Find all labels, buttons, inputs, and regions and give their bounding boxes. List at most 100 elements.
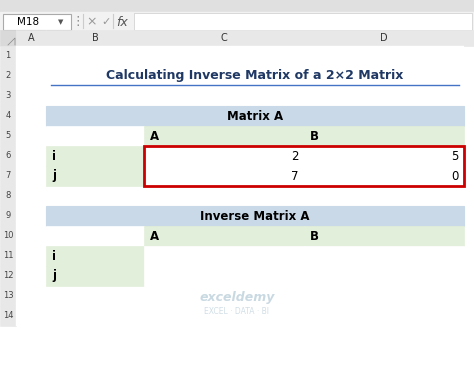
Bar [144,106,304,126]
Bar [0,246,16,266]
Bar [144,166,304,186]
Bar [304,286,464,306]
Bar [304,126,464,146]
Bar [46,226,144,246]
Bar [46,166,144,186]
Text: 4: 4 [5,111,10,120]
Text: 7: 7 [292,169,299,182]
Bar [144,86,304,106]
Bar [0,286,16,306]
Bar [304,186,464,206]
Bar [304,86,464,106]
Bar [46,246,144,266]
Text: 3: 3 [5,92,11,100]
Bar [46,206,144,226]
Bar [304,226,464,246]
Bar [46,66,144,86]
Text: ✓: ✓ [101,17,111,27]
Text: 12: 12 [3,272,13,280]
Bar [16,126,46,146]
Bar [144,266,304,286]
Text: i: i [52,150,56,162]
Text: exceldemy: exceldemy [199,292,275,304]
Bar [46,86,144,106]
Text: 11: 11 [3,251,13,261]
Bar [464,30,474,46]
Text: 9: 9 [5,211,10,220]
Bar [304,66,464,86]
Text: j: j [52,269,56,283]
Bar [134,13,472,30]
Text: 8: 8 [5,192,11,200]
Bar [0,12,474,30]
Bar [304,206,464,226]
Bar [16,286,46,306]
Bar [144,226,304,246]
Bar [0,0,474,12]
Text: 0: 0 [452,169,459,182]
Text: D: D [380,33,388,43]
Bar [0,146,16,166]
Text: M18: M18 [17,17,39,27]
Bar [144,166,304,186]
Bar [46,226,144,246]
Text: j: j [52,169,56,182]
Bar [144,266,304,286]
Text: 7: 7 [5,172,11,181]
Text: 5: 5 [5,131,10,141]
Bar [0,306,16,326]
Bar [144,46,304,66]
Bar [144,146,304,166]
Bar [144,126,304,146]
Text: 13: 13 [3,292,13,300]
Bar [144,246,304,266]
Bar [3,14,71,30]
Bar [144,206,304,226]
Bar [304,30,464,46]
Text: B: B [91,33,99,43]
Bar [16,66,46,86]
Text: i: i [52,250,56,262]
Bar [16,30,46,46]
Text: EXCEL · DATA · BI: EXCEL · DATA · BI [204,307,270,315]
Bar [304,266,464,286]
Bar [0,46,16,66]
Text: Matrix A: Matrix A [227,110,283,123]
Text: 10: 10 [3,231,13,241]
Bar [46,146,144,166]
Bar [46,286,144,306]
Text: 14: 14 [3,311,13,320]
Bar [46,266,144,286]
Bar [304,126,464,146]
Bar [46,166,144,186]
Bar [46,30,144,46]
Bar [16,46,46,66]
Bar [46,186,144,206]
Bar [46,306,144,326]
Bar [144,286,304,306]
Bar [16,146,46,166]
Text: 2: 2 [5,72,10,81]
Bar [304,246,464,266]
Text: Inverse Matrix A: Inverse Matrix A [200,210,310,223]
Bar [304,166,464,186]
Bar [46,246,144,266]
Bar [304,146,464,166]
Bar [46,106,144,126]
Bar [46,126,144,146]
Bar [304,46,464,66]
Text: A: A [27,33,34,43]
Text: ⋮: ⋮ [72,15,84,28]
Bar [144,126,304,146]
Text: 1: 1 [5,51,10,61]
Bar [304,166,464,186]
Bar [16,86,46,106]
Bar [144,246,304,266]
Bar [144,146,304,166]
Bar [304,146,464,166]
Bar [0,166,16,186]
Bar [0,86,16,106]
Bar [144,66,304,86]
Bar [304,226,464,246]
Bar [16,246,46,266]
